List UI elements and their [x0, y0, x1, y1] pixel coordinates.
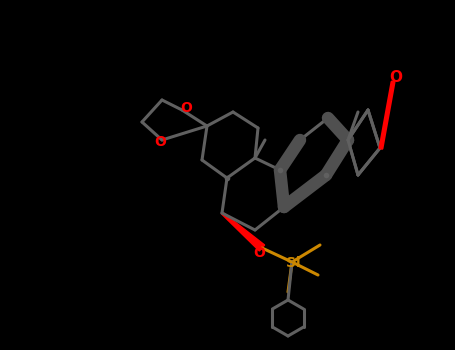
- Polygon shape: [221, 212, 265, 251]
- Text: O: O: [253, 246, 265, 260]
- Text: O: O: [180, 101, 192, 115]
- Text: Si: Si: [286, 256, 300, 270]
- Text: O: O: [389, 70, 403, 85]
- Text: O: O: [154, 135, 166, 149]
